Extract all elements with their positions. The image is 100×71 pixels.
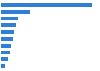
Bar: [1, 51, 10, 54]
Bar: [1, 10, 30, 13]
Bar: [1, 17, 18, 20]
Bar: [1, 58, 8, 61]
Bar: [1, 37, 13, 41]
Bar: [1, 44, 11, 48]
Bar: [1, 23, 15, 27]
Bar: [1, 3, 92, 7]
Bar: [1, 30, 14, 34]
Bar: [1, 64, 5, 68]
